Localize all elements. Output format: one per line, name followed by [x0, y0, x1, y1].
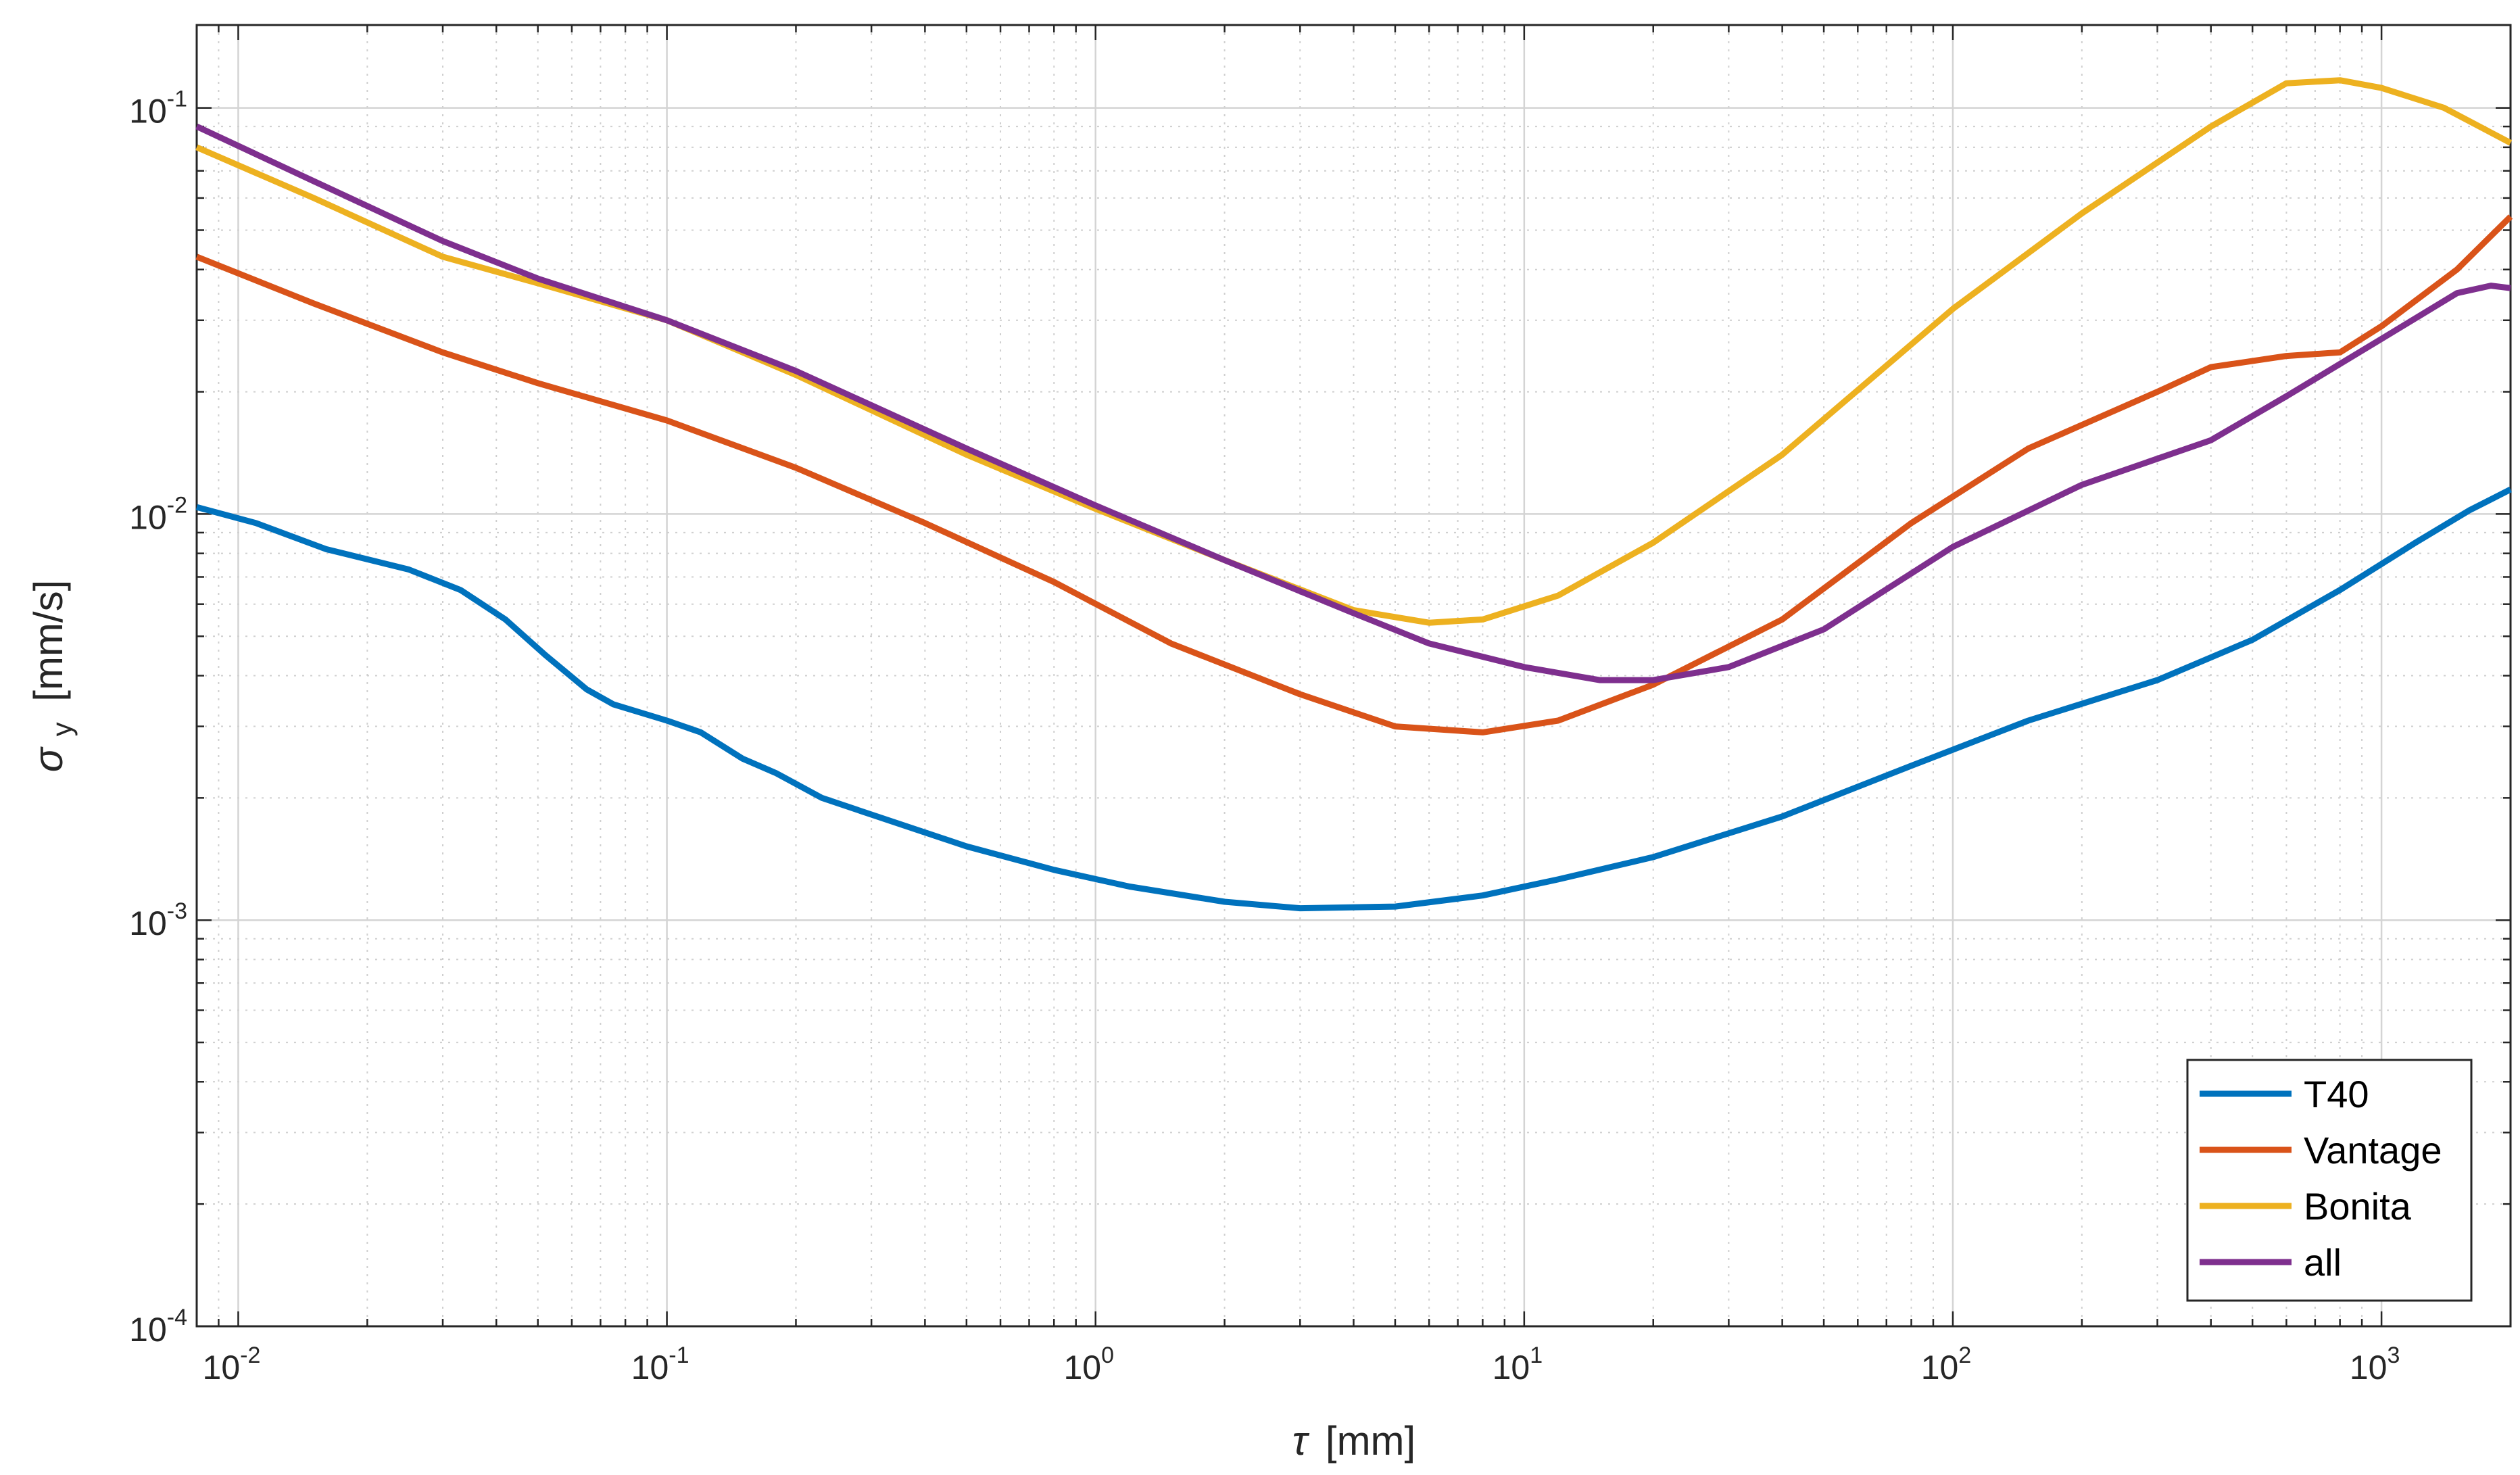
y-axis-unit: [mm/s] [26, 580, 71, 702]
y-tick-label: 10-2 [129, 492, 187, 536]
x-tick-label: 102 [1921, 1343, 1972, 1386]
y-tick-label: 10-3 [129, 898, 187, 942]
x-axis-label: τ [mm] [1292, 1418, 1415, 1464]
x-axis-unit: [mm] [1326, 1418, 1415, 1464]
legend-label-t40: T40 [2304, 1073, 2369, 1115]
series-line-vantage [195, 214, 2513, 735]
series-line-t40 [195, 486, 2513, 912]
x-tick-label: 100 [1063, 1343, 1114, 1386]
x-tick-label: 10-2 [203, 1343, 261, 1386]
tick-labels: 10-2 10-1 100 101 102 103 10-4 10-3 10-2 10-1 [129, 87, 2400, 1386]
x-axis-symbol: τ [1292, 1418, 1310, 1464]
legend-label-bonita: Bonita [2304, 1185, 2412, 1228]
y-axis-subscript: y [46, 722, 78, 736]
tick-marks [195, 25, 2512, 1328]
legend: T40 Vantage Bonita all [2186, 1059, 2473, 1302]
series-line-all [195, 124, 2511, 683]
grid [196, 25, 2511, 1328]
legend-label-all: all [2304, 1241, 2342, 1284]
y-tick-label: 10-4 [129, 1305, 187, 1349]
y-axis-label: σ y [mm/s] [26, 580, 80, 773]
y-axis-symbol: σ [26, 746, 71, 772]
x-tick-label: 101 [1493, 1343, 1543, 1386]
x-tick-label: 10-1 [631, 1343, 689, 1386]
series-lines [195, 77, 2513, 912]
x-tick-label: 103 [2350, 1343, 2400, 1386]
y-tick-label: 10-1 [129, 87, 187, 130]
legend-label-vantage: Vantage [2304, 1129, 2442, 1171]
